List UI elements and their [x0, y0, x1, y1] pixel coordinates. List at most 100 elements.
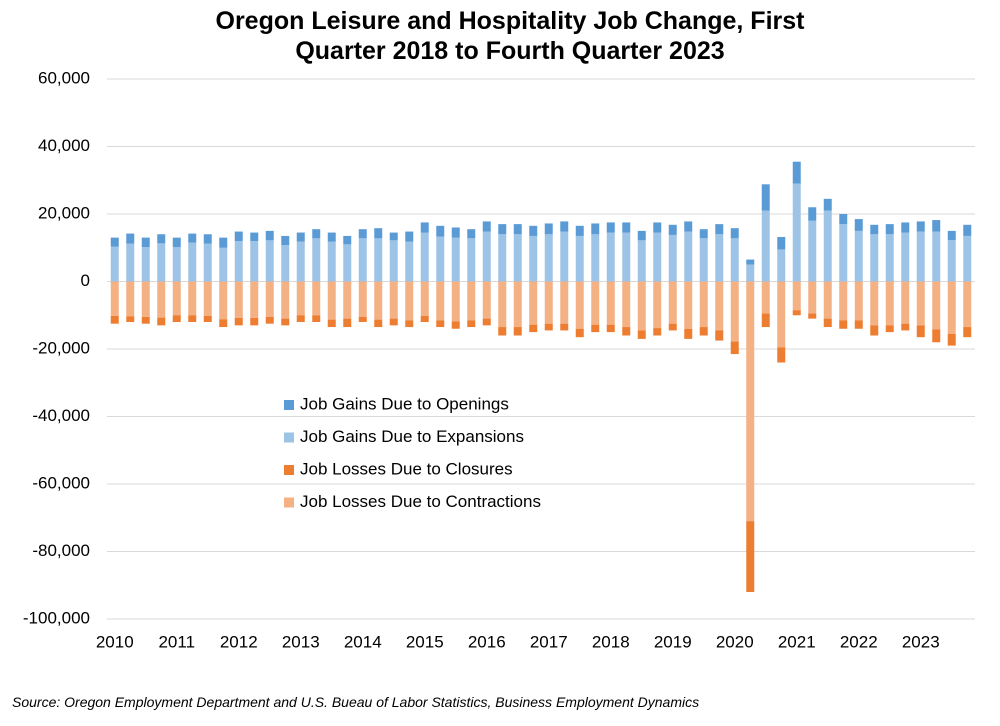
y-tick-label: 40,000	[38, 136, 90, 155]
x-tick-label: 2012	[220, 632, 258, 651]
bar-segment	[498, 224, 507, 235]
bar-segment	[405, 231, 414, 242]
bar-segment	[854, 219, 863, 231]
bar-segment	[963, 327, 972, 338]
chart-title: Oregon Leisure and Hospitality Job Chang…	[215, 7, 805, 65]
bar-segment	[250, 232, 259, 241]
bar-segment	[746, 259, 755, 265]
bar-segment	[637, 240, 646, 282]
bar-segment	[653, 222, 662, 233]
bar-segment	[839, 214, 848, 225]
bar-segment	[715, 281, 724, 331]
legend-label: Job Gains Due to Expansions	[300, 427, 524, 446]
bar-segment	[265, 230, 274, 241]
bar-segment	[699, 229, 708, 239]
bar-segment	[203, 243, 212, 282]
bar-segment	[451, 321, 460, 329]
bar-segment	[823, 318, 832, 328]
bar-segment	[296, 232, 305, 242]
bar-segment	[451, 227, 460, 238]
bar-segment	[327, 319, 336, 328]
bar-segment	[715, 234, 724, 282]
bar-segment	[808, 313, 817, 319]
y-tick-label: -20,000	[32, 338, 90, 357]
bar-segment	[963, 235, 972, 282]
x-tick-label: 2022	[840, 632, 878, 651]
bar-segment	[172, 315, 181, 322]
bar-segment	[281, 281, 290, 319]
bar-segment	[374, 228, 383, 239]
bar-segment	[296, 315, 305, 322]
x-tick-label: 2023	[902, 632, 940, 651]
x-tick-label: 2017	[530, 632, 568, 651]
bar-segment	[575, 225, 584, 236]
bar-segment	[312, 229, 321, 239]
bar-segment	[157, 243, 166, 282]
bar-segment	[281, 318, 290, 326]
legend-swatch	[284, 432, 294, 443]
bar-segment	[637, 281, 646, 331]
bar-segment	[281, 245, 290, 282]
bar-segment	[668, 224, 677, 235]
bar-segment	[699, 327, 708, 336]
x-tick-label: 2013	[282, 632, 320, 651]
bar-segment	[343, 281, 352, 319]
bar-segment	[172, 281, 181, 316]
bar-segment	[420, 222, 429, 233]
legend-label: Job Losses Due to Closures	[300, 459, 513, 478]
bar-segment	[808, 281, 817, 314]
bar-segment	[730, 341, 739, 355]
bar-segment	[126, 316, 135, 322]
bar-segment	[513, 281, 522, 328]
bar-segment	[885, 281, 894, 326]
bar-segment	[916, 221, 925, 232]
bar-segment	[374, 281, 383, 320]
legend-swatch	[284, 497, 294, 508]
bar-segment	[622, 232, 631, 282]
bar-segment	[265, 240, 274, 282]
bar-segment	[901, 222, 910, 233]
bar-segment	[916, 281, 925, 326]
bar-segment	[389, 318, 398, 326]
bar-segment	[746, 521, 755, 592]
bar-segment	[808, 207, 817, 221]
y-tick-label: -100,000	[23, 608, 90, 627]
bar-segment	[467, 229, 476, 239]
bar-segment	[885, 224, 894, 235]
bar-segment	[110, 237, 119, 247]
bar-segment	[513, 234, 522, 282]
bar-segment	[110, 246, 119, 282]
bar-segment	[498, 234, 507, 282]
bar-segment	[343, 244, 352, 282]
bar-segment	[141, 237, 150, 248]
bar-segment	[420, 232, 429, 282]
bar-segment	[901, 232, 910, 282]
bar-segment	[265, 316, 274, 324]
bar-segment	[761, 210, 770, 282]
bar-segment	[839, 320, 848, 329]
y-tick-label: 0	[81, 271, 90, 290]
bar-segment	[839, 224, 848, 282]
bar-segment	[932, 220, 941, 232]
bar-segment	[653, 232, 662, 282]
bar-segment	[746, 264, 755, 282]
bar-segment	[219, 319, 228, 328]
bar-segment	[141, 316, 150, 324]
bar-segment	[203, 234, 212, 244]
bar-segment	[637, 330, 646, 339]
bar-segment	[436, 225, 445, 237]
bar-segment	[854, 281, 863, 321]
bar-segment	[188, 281, 197, 316]
bar-segment	[234, 241, 243, 282]
bar-segment	[591, 223, 600, 235]
bar-segment	[777, 249, 786, 282]
bar-segment	[343, 235, 352, 245]
x-tick-label: 2021	[778, 632, 816, 651]
bar-segment	[622, 327, 631, 336]
y-tick-label: 60,000	[38, 68, 90, 87]
bar-segment	[544, 223, 553, 235]
bar-segment	[947, 333, 956, 346]
bar-segment	[916, 231, 925, 282]
bar-segment	[808, 220, 817, 282]
